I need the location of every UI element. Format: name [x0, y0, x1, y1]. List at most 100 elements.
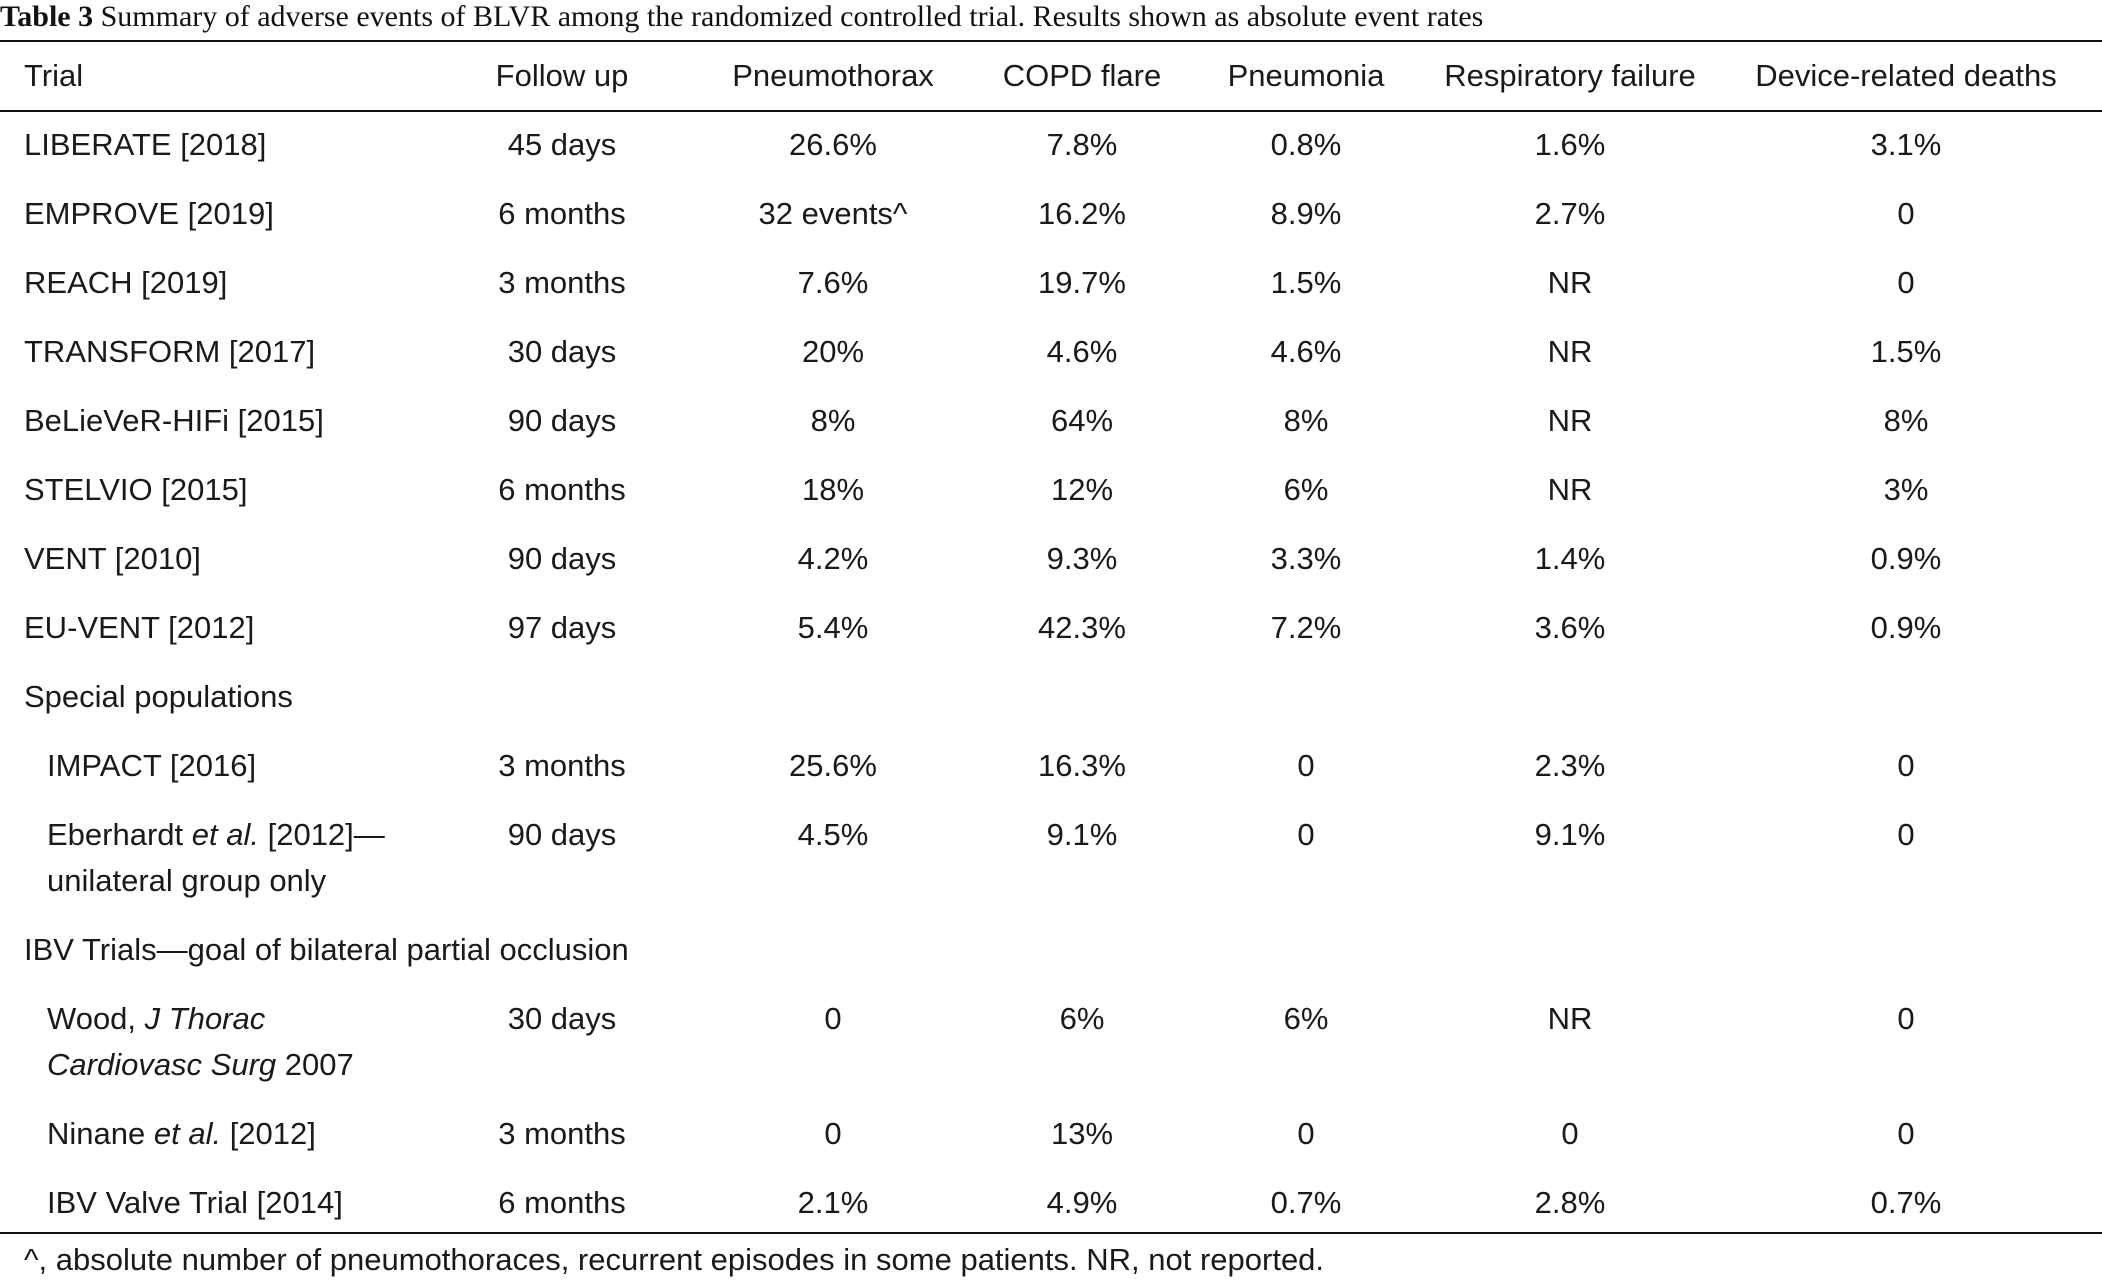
- header-row: Trial Follow up Pneumothorax COPD flare …: [0, 42, 2102, 110]
- trial-cell: LIBERATE [2018]: [24, 127, 267, 162]
- follow-up-cell: 3 months: [498, 265, 626, 300]
- pneumothorax-cell: 18%: [801, 472, 865, 507]
- trial-cell: STELVIO [2015]: [24, 472, 248, 507]
- device-deaths-cell: 0: [1897, 196, 1915, 231]
- section-row-special-populations: Special populations: [0, 662, 2102, 731]
- pneumothorax-cell: 4.5%: [797, 817, 869, 852]
- bottom-rule: [0, 1232, 2102, 1234]
- pneumothorax-cell: 32 events^: [758, 196, 908, 231]
- trial-cell: Wood, J Thorac Cardiovasc Surg 2007: [0, 984, 440, 1099]
- header-rule: [0, 110, 2102, 112]
- trial-cell: VENT [2010]: [24, 541, 201, 576]
- trial-cell: IMPACT [2016]: [47, 748, 257, 783]
- section-heading: Special populations: [24, 679, 293, 714]
- copd-flare-cell: 64%: [1050, 403, 1114, 438]
- respiratory-failure-cell: NR: [1547, 1001, 1593, 1036]
- copd-flare-cell: 42.3%: [1038, 610, 1126, 645]
- col-header-copd-flare: COPD flare: [1002, 58, 1162, 93]
- trial-text-line2: unilateral group only: [47, 863, 327, 898]
- follow-up-cell: 45 days: [507, 127, 617, 162]
- pneumothorax-cell: 5.4%: [797, 610, 869, 645]
- follow-up-cell: 3 months: [498, 1116, 626, 1151]
- respiratory-failure-cell: NR: [1547, 472, 1593, 507]
- copd-flare-cell: 9.1%: [1046, 817, 1118, 852]
- col-header-pneumothorax: Pneumothorax: [732, 58, 934, 93]
- device-deaths-cell: 8%: [1883, 403, 1929, 438]
- pneumothorax-cell: 4.2%: [797, 541, 869, 576]
- respiratory-failure-cell: 3.6%: [1534, 610, 1606, 645]
- trial-italic-text-line2: Cardiovasc Surg: [47, 1047, 277, 1082]
- respiratory-failure-cell: NR: [1547, 334, 1593, 369]
- respiratory-failure-cell: 1.4%: [1534, 541, 1606, 576]
- trial-text: Eberhardt: [47, 817, 192, 852]
- section-heading: IBV Trials—goal of bilateral partial occ…: [24, 932, 629, 967]
- respiratory-failure-cell: NR: [1547, 403, 1593, 438]
- table-row: EU-VENT [2012] 97 days 5.4% 42.3% 7.2% 3…: [0, 593, 2102, 662]
- pneumonia-cell: 4.6%: [1270, 334, 1342, 369]
- caption-label: Table 3: [0, 0, 94, 33]
- trial-text: [2012]—: [258, 817, 385, 852]
- col-header-follow-up: Follow up: [495, 58, 629, 93]
- pneumonia-cell: 8.9%: [1270, 196, 1342, 231]
- trial-cell: REACH [2019]: [24, 265, 228, 300]
- trial-cell: IBV Valve Trial [2014]: [47, 1185, 343, 1220]
- trial-italic-text: et al.: [153, 1116, 222, 1151]
- table-caption: Table 3 Summary of adverse events of BLV…: [0, 0, 2102, 40]
- copd-flare-cell: 6%: [1059, 1001, 1105, 1036]
- respiratory-failure-cell: 2.7%: [1534, 196, 1606, 231]
- adverse-events-table: Trial Follow up Pneumothorax COPD flare …: [0, 42, 2102, 1237]
- trial-cell: Ninane et al. [2012]: [0, 1099, 440, 1168]
- table-row: EMPROVE [2019] 6 months 32 events^ 16.2%…: [0, 179, 2102, 248]
- pneumonia-cell: 0: [1297, 1116, 1315, 1151]
- device-deaths-cell: 3.1%: [1870, 127, 1942, 162]
- respiratory-failure-cell: 2.8%: [1534, 1185, 1606, 1220]
- trial-italic-text: et al.: [191, 817, 259, 852]
- respiratory-failure-cell: 0: [1561, 1116, 1579, 1151]
- copd-flare-cell: 7.8%: [1046, 127, 1118, 162]
- follow-up-cell: 3 months: [498, 748, 626, 783]
- device-deaths-cell: 0: [1897, 1001, 1915, 1036]
- copd-flare-cell: 12%: [1050, 472, 1114, 507]
- pneumothorax-cell: 0: [824, 1001, 842, 1036]
- pneumonia-cell: 0.7%: [1270, 1185, 1342, 1220]
- pneumothorax-cell: 25.6%: [789, 748, 877, 783]
- pneumothorax-cell: 26.6%: [789, 127, 877, 162]
- table-row: LIBERATE [2018] 45 days 26.6% 7.8% 0.8% …: [0, 110, 2102, 179]
- pneumonia-cell: 0.8%: [1270, 127, 1342, 162]
- follow-up-cell: 97 days: [507, 610, 617, 645]
- table-row: Wood, J Thorac Cardiovasc Surg 2007 30 d…: [0, 984, 2102, 1099]
- copd-flare-cell: 19.7%: [1038, 265, 1126, 300]
- trial-text: Ninane: [47, 1116, 154, 1151]
- section-row-ibv-trials: IBV Trials—goal of bilateral partial occ…: [0, 915, 2102, 984]
- col-header-respiratory-failure: Respiratory failure: [1444, 58, 1696, 93]
- trial-text-line2: 2007: [276, 1047, 354, 1082]
- copd-flare-cell: 4.6%: [1046, 334, 1118, 369]
- copd-flare-cell: 16.2%: [1038, 196, 1126, 231]
- respiratory-failure-cell: NR: [1547, 265, 1593, 300]
- pneumonia-cell: 8%: [1283, 403, 1329, 438]
- pneumonia-cell: 1.5%: [1270, 265, 1342, 300]
- trial-text: [2012]: [221, 1116, 316, 1151]
- follow-up-cell: 6 months: [498, 1185, 626, 1220]
- table-row: VENT [2010] 90 days 4.2% 9.3% 3.3% 1.4% …: [0, 524, 2102, 593]
- copd-flare-cell: 4.9%: [1046, 1185, 1118, 1220]
- col-header-device-related-deaths: Device-related deaths: [1755, 58, 2057, 93]
- follow-up-cell: 30 days: [507, 334, 617, 369]
- respiratory-failure-cell: 9.1%: [1534, 817, 1606, 852]
- follow-up-cell: 6 months: [498, 472, 626, 507]
- pneumothorax-cell: 0: [824, 1116, 842, 1151]
- pneumonia-cell: 3.3%: [1270, 541, 1342, 576]
- trial-cell: EU-VENT [2012]: [24, 610, 255, 645]
- copd-flare-cell: 13%: [1050, 1116, 1114, 1151]
- follow-up-cell: 90 days: [507, 541, 617, 576]
- pneumonia-cell: 7.2%: [1270, 610, 1342, 645]
- follow-up-cell: 90 days: [507, 403, 617, 438]
- col-header-trial: Trial: [24, 58, 84, 93]
- pneumothorax-cell: 20%: [801, 334, 865, 369]
- device-deaths-cell: 0: [1897, 817, 1915, 852]
- respiratory-failure-cell: 1.6%: [1534, 127, 1606, 162]
- trial-text: Wood,: [47, 1001, 145, 1036]
- trial-cell: BeLieVeR-HIFi [2015]: [24, 403, 324, 438]
- table-row: IBV Valve Trial [2014] 6 months 2.1% 4.9…: [0, 1168, 2102, 1237]
- table-footnote: ^, absolute number of pneumothoraces, re…: [24, 1242, 1325, 1277]
